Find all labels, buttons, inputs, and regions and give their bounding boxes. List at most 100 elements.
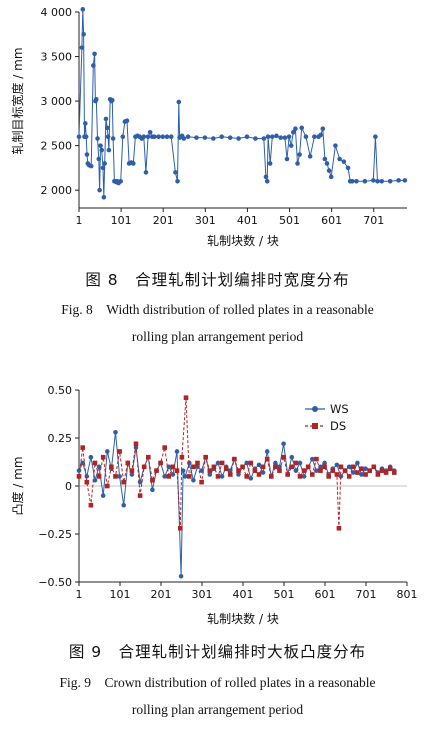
crown-chart-point [223,466,229,472]
crown-chart-point [166,474,172,479]
crown-chart-xtick-label: 201 [151,588,172,601]
width-chart-point [92,51,97,57]
width-chart-ytick-label: 2 000 [41,184,73,197]
width-chart-point [387,178,393,184]
crown-chart-ytick-label: −0.50 [38,576,72,589]
width-chart-point [326,168,332,173]
width-chart-point [379,178,385,184]
crown-chart-point [346,464,352,470]
crown-chart-ylabel: 凸度 / mm [10,456,25,515]
width-chart-point [145,134,151,140]
width-chart-point [265,134,271,140]
crown-chart-point [346,474,352,479]
crown-chart-point [211,464,217,470]
width-chart-point [295,161,300,166]
width-chart-point [83,121,88,126]
width-chart-point [299,125,305,131]
crown-chart-xtick-label: 301 [192,588,213,601]
crown-chart-point [162,474,167,479]
crown-chart-point [92,477,98,483]
width-chart-point [120,134,126,140]
crown-chart-xtick-label: 801 [397,588,418,601]
width-chart-point [291,129,296,135]
width-chart-point [81,31,86,37]
crown-chart-point [359,466,364,472]
crown-chart-point [338,464,344,470]
width-chart-point [152,134,157,140]
width-chart-point [176,99,182,105]
width-chart-point [282,135,288,140]
crown-chart-point [162,445,167,450]
width-chart-point [105,134,111,140]
width-chart-point [88,163,94,169]
crown-chart-point [129,472,135,477]
fig9-caption-en-line2: rolling plan arrangement period [131,702,304,717]
width-chart-xtick-label: 701 [363,214,384,227]
width-chart-point [312,134,317,140]
crown-chart-series [76,395,397,579]
crown-chart-point [273,460,278,466]
width-chart-point [264,178,270,184]
crown-chart-point [309,472,315,477]
width-chart-ytick-label: 3 500 [41,51,73,64]
crown-chart-point [289,464,295,470]
crown-chart-point [379,468,385,473]
width-chart-point [95,136,100,141]
crown-chart-point [199,479,204,485]
crown-chart-point [256,462,262,468]
width-chart-point [345,165,351,171]
crown-chart-point [109,464,114,470]
crown-chart-xtick-label: 401 [233,588,254,601]
width-chart-point [236,136,241,141]
width-chart-ytick-label: 2 500 [41,140,73,153]
width-chart-point [106,147,112,153]
crown-chart-point [96,464,102,470]
width-chart-point [322,156,328,162]
crown-chart-point [191,477,196,483]
crown-chart-point [309,456,315,462]
crown-chart-point [371,464,377,470]
crown-chart-point [264,449,270,454]
width-chart-point [375,178,380,184]
crown-chart-point [104,449,110,454]
crown-chart-point [84,479,90,485]
width-chart-point [143,170,149,175]
width-chart-point [101,195,107,200]
crown-chart-point [301,474,307,479]
crown-chart-xtick-label: 601 [315,588,336,601]
width-chart-point [147,129,153,135]
crown-chart-point [141,464,147,470]
crown-chart-point [207,468,213,473]
crown-chart-point [84,474,90,479]
width-chart-point [93,97,99,102]
width-chart-point [320,126,326,132]
crown-chart-point [191,464,196,470]
crown-chart-point [338,474,344,479]
width-chart-point [263,174,269,180]
crown-chart-point [305,464,311,470]
crown-chart-point [293,468,299,473]
width-chart-point [102,161,107,166]
crown-chart-point [100,493,106,498]
crown-chart-ytick-label: 0.50 [48,384,73,397]
crown-chart-point [133,445,139,450]
width-chart-point [83,134,89,140]
crown-chart-point [154,468,159,473]
width-chart-series-main-line [78,9,405,198]
width-chart-point [98,143,103,148]
crown-chart-point [273,464,278,470]
crown-chart-point [199,468,204,473]
width-chart-point [253,136,258,141]
crown-chart-point [314,468,319,473]
crown-chart-point [281,454,286,460]
crown-chart-point [76,468,82,473]
crown-chart-point [113,474,118,479]
width-chart-point [141,134,147,140]
width-chart-point [202,135,208,140]
fig8-caption-en-line2: rolling plan arrangement period [131,329,304,344]
crown-chart-point [260,470,266,475]
crown-chart-point [92,460,98,466]
crown-chart-xlabel: 轧制块数 / 块 [207,611,279,626]
crown-chart-point [350,464,356,470]
width-chart-point [274,133,279,139]
